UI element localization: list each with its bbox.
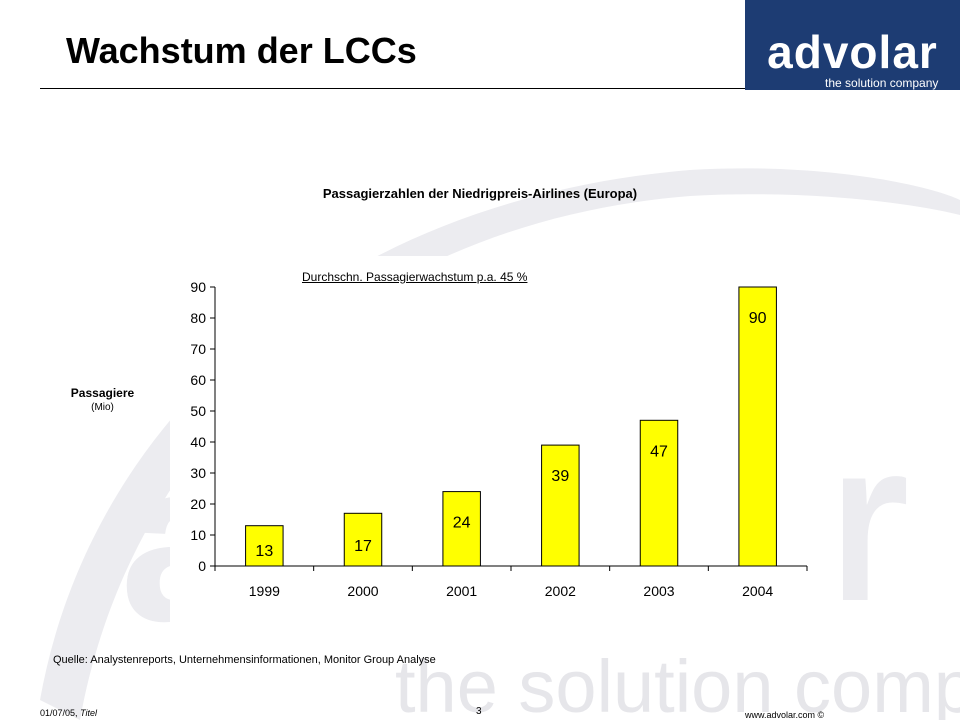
y-tick-label: 40 <box>190 434 206 450</box>
y-tick-label: 60 <box>190 372 206 388</box>
growth-annotation: Durchschn. Passagierwachstum p.a. 45 % <box>302 270 528 284</box>
y-tick-label: 70 <box>190 341 206 357</box>
y-tick-label: 0 <box>198 558 206 574</box>
x-tick-label-1999: 1999 <box>249 583 280 599</box>
bar-2001 <box>442 491 481 567</box>
data-label-2001: 24 <box>453 515 471 532</box>
source-note: Quelle: Analystenreports, Unternehmensin… <box>53 654 436 666</box>
data-label-2004: 90 <box>749 310 767 327</box>
y-tick-label: 20 <box>190 496 206 512</box>
watermark-text: the solution company <box>395 645 960 720</box>
x-tick-label-2003: 2003 <box>643 583 674 599</box>
chart-panel: 0 10 20 30 40 50 60 70 80 90 13 1999 17 2000 24 2001 39 2… <box>170 256 843 628</box>
y-tick-label: 80 <box>190 310 206 326</box>
bar-2004 <box>738 286 777 567</box>
x-tick-label-2001: 2001 <box>446 583 477 599</box>
bar-2002 <box>541 444 580 567</box>
logo-wordmark: advolar <box>767 26 938 78</box>
footer-doc-title: Titel <box>80 708 97 718</box>
y-tick-label: 90 <box>190 279 206 295</box>
logo-tagline: the solution company <box>825 76 939 90</box>
data-label-2000: 17 <box>354 538 372 555</box>
brand-logo: advolar the solution company <box>745 0 960 90</box>
page-title: Wachstum der LCCs <box>66 30 417 71</box>
title-divider <box>40 88 746 89</box>
y-tick-label: 30 <box>190 465 206 481</box>
data-label-2003: 47 <box>650 443 668 460</box>
chart-heading: Passagierzahlen der Niedrigpreis-Airline… <box>322 186 638 201</box>
bar-chart: 0 10 20 30 40 50 60 70 80 90 13 1999 17 2000 24 2001 39 2… <box>190 279 808 599</box>
x-tick-label-2002: 2002 <box>545 583 576 599</box>
data-label-2002: 39 <box>551 468 569 485</box>
x-tick-label-2000: 2000 <box>347 583 378 599</box>
y-axis-label-main: Passagiere <box>70 386 135 400</box>
y-axis-label: Passagiere (Mio) <box>55 378 150 420</box>
footer-url: www.advolar.com © <box>745 710 825 720</box>
y-tick-label: 50 <box>190 403 206 419</box>
bar-2000 <box>343 512 383 567</box>
bar-1999 <box>245 525 284 567</box>
footer-date: 01/07/05, Titel <box>40 708 97 718</box>
page-number: 3 <box>476 706 482 717</box>
y-tick-label: 10 <box>190 527 206 543</box>
y-axis-label-unit: (Mio) <box>91 402 114 413</box>
x-tick-label-2004: 2004 <box>742 583 773 599</box>
data-label-1999: 13 <box>255 543 273 560</box>
footer-date-text: 01/07/05, <box>40 708 78 718</box>
bar-2003 <box>639 419 679 567</box>
